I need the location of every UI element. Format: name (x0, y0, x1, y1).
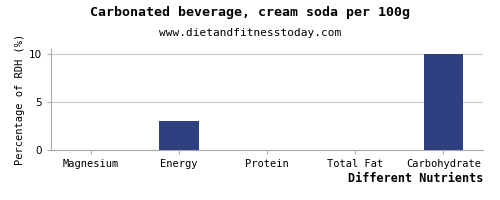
Y-axis label: Percentage of RDH (%): Percentage of RDH (%) (15, 34, 25, 165)
Text: Carbonated beverage, cream soda per 100g: Carbonated beverage, cream soda per 100g (90, 6, 410, 19)
Text: www.dietandfitnesstoday.com: www.dietandfitnesstoday.com (159, 28, 341, 38)
X-axis label: Different Nutrients: Different Nutrients (348, 172, 483, 185)
Bar (159, 121, 199, 150)
Bar (424, 54, 464, 150)
